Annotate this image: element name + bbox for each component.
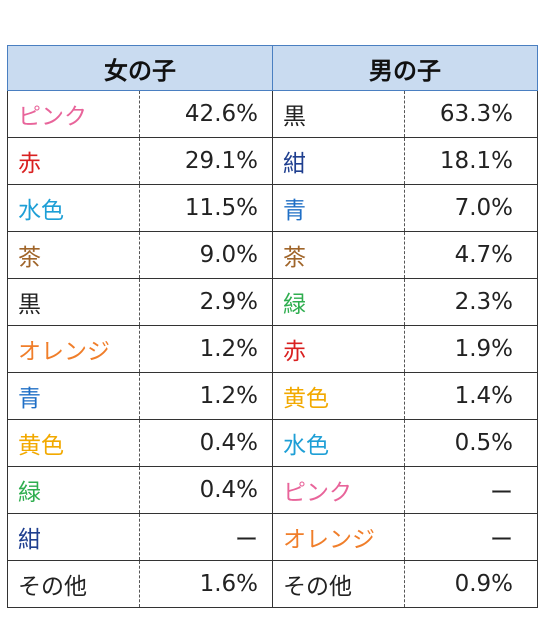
boy-color-name: 赤 xyxy=(272,325,405,373)
color-preference-table: 女の子 男の子 ピンク 42.6% 黒 63.3% 赤 29.1% 紺 18.1% 水色 11.5… xyxy=(7,45,538,608)
boy-percentage: ー xyxy=(404,513,538,561)
boy-color-name: 茶 xyxy=(272,231,405,279)
boy-color-name: 緑 xyxy=(272,278,405,326)
girl-percentage: 0.4% xyxy=(139,466,273,514)
table-row: ピンク 42.6% 黒 63.3% xyxy=(7,90,538,138)
boy-percentage: ー xyxy=(404,466,538,514)
girl-color-name: 赤 xyxy=(7,137,140,185)
boy-percentage: 7.0% xyxy=(404,184,538,232)
boy-percentage: 1.9% xyxy=(404,325,538,373)
girl-color-name: ピンク xyxy=(7,90,140,138)
girl-percentage: 1.2% xyxy=(139,372,273,420)
boy-color-name: ピンク xyxy=(272,466,405,514)
boy-color-name: オレンジ xyxy=(272,513,405,561)
boy-color-name: 青 xyxy=(272,184,405,232)
girls-header: 女の子 xyxy=(7,45,273,91)
boy-color-name: 紺 xyxy=(272,137,405,185)
boys-header: 男の子 xyxy=(272,45,538,91)
boy-color-name: 黒 xyxy=(272,90,405,138)
boy-color-name: その他 xyxy=(272,560,405,608)
boy-percentage: 0.9% xyxy=(404,560,538,608)
girl-percentage: 9.0% xyxy=(139,231,273,279)
girl-percentage: 11.5% xyxy=(139,184,273,232)
girl-color-name: 青 xyxy=(7,372,140,420)
header-row: 女の子 男の子 xyxy=(7,45,538,91)
table-row: オレンジ 1.2% 赤 1.9% xyxy=(7,325,538,373)
girl-color-name: 緑 xyxy=(7,466,140,514)
girl-percentage: ー xyxy=(139,513,273,561)
table-row: 赤 29.1% 紺 18.1% xyxy=(7,137,538,185)
boy-percentage: 4.7% xyxy=(404,231,538,279)
boy-color-name: 黄色 xyxy=(272,372,405,420)
boy-percentage: 1.4% xyxy=(404,372,538,420)
boy-percentage: 18.1% xyxy=(404,137,538,185)
boy-percentage: 0.5% xyxy=(404,419,538,467)
table-row: 青 1.2% 黄色 1.4% xyxy=(7,372,538,420)
table-body: ピンク 42.6% 黒 63.3% 赤 29.1% 紺 18.1% 水色 11.5% 青 7.0% 茶 9… xyxy=(7,90,538,608)
girl-color-name: 水色 xyxy=(7,184,140,232)
girl-color-name: その他 xyxy=(7,560,140,608)
girl-percentage: 2.9% xyxy=(139,278,273,326)
girl-color-name: 茶 xyxy=(7,231,140,279)
girl-color-name: オレンジ xyxy=(7,325,140,373)
table-row: その他 1.6% その他 0.9% xyxy=(7,560,538,608)
girl-color-name: 紺 xyxy=(7,513,140,561)
girl-color-name: 黄色 xyxy=(7,419,140,467)
girl-percentage: 1.6% xyxy=(139,560,273,608)
girl-percentage: 0.4% xyxy=(139,419,273,467)
girl-percentage: 1.2% xyxy=(139,325,273,373)
table-row: 茶 9.0% 茶 4.7% xyxy=(7,231,538,279)
boy-color-name: 水色 xyxy=(272,419,405,467)
table-row: 緑 0.4% ピンクー xyxy=(7,466,538,514)
girl-percentage: 42.6% xyxy=(139,90,273,138)
boy-percentage: 63.3% xyxy=(404,90,538,138)
boy-percentage: 2.3% xyxy=(404,278,538,326)
table-row: 紺ーオレンジー xyxy=(7,513,538,561)
table-row: 黒 2.9% 緑 2.3% xyxy=(7,278,538,326)
table-row: 水色 11.5% 青 7.0% xyxy=(7,184,538,232)
girl-percentage: 29.1% xyxy=(139,137,273,185)
girl-color-name: 黒 xyxy=(7,278,140,326)
table-row: 黄色 0.4% 水色 0.5% xyxy=(7,419,538,467)
